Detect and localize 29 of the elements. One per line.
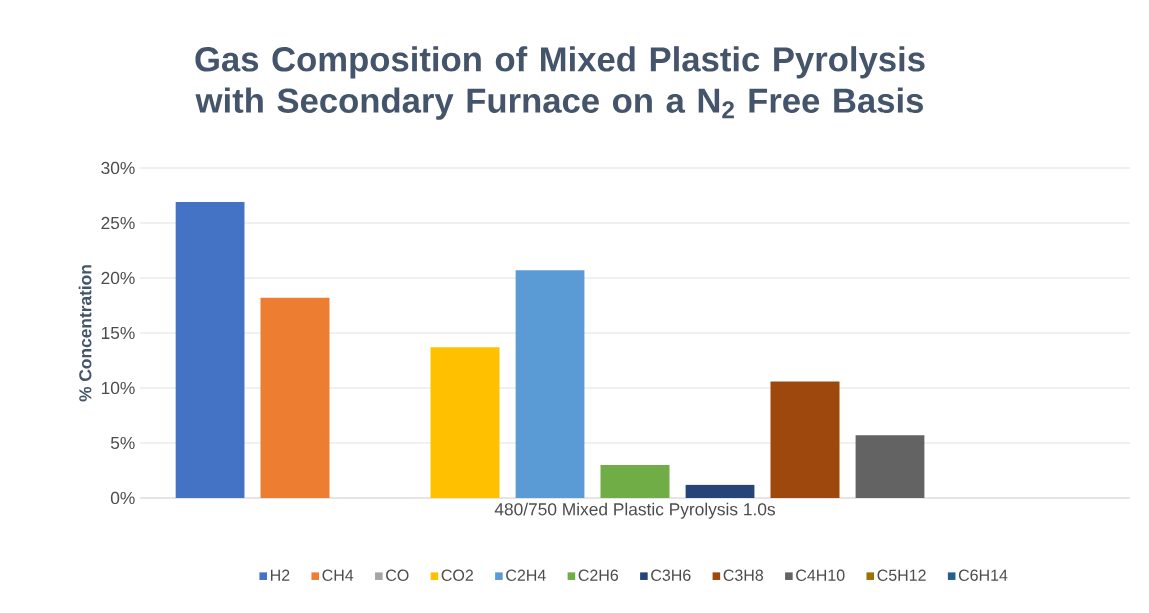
bar [855, 435, 925, 498]
legend-label: C2H6 [578, 569, 619, 581]
bar [260, 297, 330, 498]
y-tick-label: 0% [110, 491, 135, 505]
y-tick-label: 5% [110, 436, 135, 450]
legend-label: C3H6 [651, 569, 691, 581]
legend-label: C3H8 [723, 569, 764, 581]
x-tick-label: 480/750 Mixed Plastic Pyrolysis 1.0s [494, 502, 775, 519]
bar [175, 202, 245, 498]
y-axis-title: % Concentration [78, 265, 92, 402]
bar [600, 464, 670, 498]
legend-label: H2 [270, 569, 290, 581]
y-tick-label: 20% [101, 271, 135, 285]
legend-label: CH4 [322, 569, 354, 581]
chart-title: Gas Composition of Mixed Plastic Pyrolysis with Secondary Furnace on a N$_{2}$ Free Basis [195, 46, 925, 120]
legend-label: CO2 [441, 569, 473, 581]
bar [685, 484, 755, 498]
y-tick-label: 30% [101, 161, 135, 175]
y-tick-label: 15% [101, 326, 135, 340]
bar [770, 381, 840, 498]
legend-label: C6H14 [958, 569, 1008, 581]
y-tick-label: 10% [101, 381, 135, 395]
legend-label: C4H10 [796, 569, 845, 581]
legend-label: C5H12 [877, 569, 926, 581]
bar [430, 347, 500, 498]
legend-label: CO [386, 569, 409, 581]
legend-label: C2H4 [506, 569, 546, 581]
y-tick-label: 25% [101, 216, 135, 230]
bar [515, 270, 585, 498]
